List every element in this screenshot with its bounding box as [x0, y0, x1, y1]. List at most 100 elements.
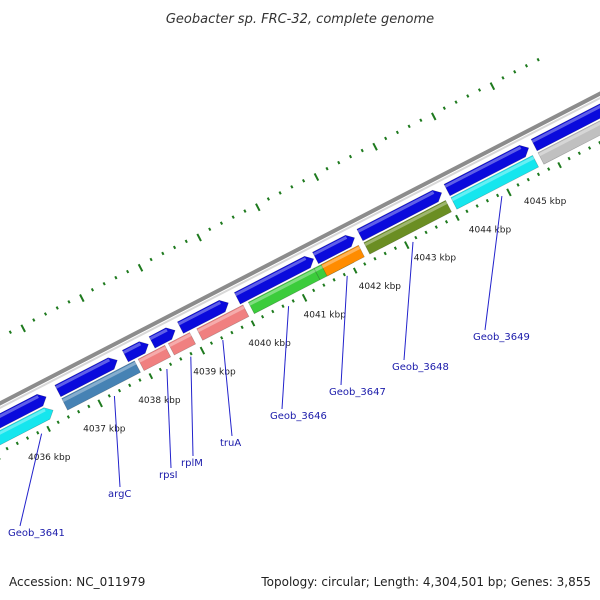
gene-label: Geob_3641 [8, 528, 65, 539]
gene-feature-highlight [0, 395, 39, 418]
gc-skew-ticks [0, 57, 540, 340]
scale-tick [424, 230, 428, 235]
scale-tick [291, 299, 295, 303]
scale-tick-label: 4044 kbp [469, 225, 512, 235]
gene-feature-highlight [313, 236, 348, 256]
outer-tick [196, 233, 202, 242]
outer-tick [477, 88, 482, 92]
gene-feature [363, 199, 452, 255]
outer-tick [126, 269, 130, 274]
gene-label-leader [19, 433, 43, 527]
scale-tick [434, 225, 438, 229]
gene-label: Geob_3649 [473, 332, 530, 343]
outer-tick [454, 100, 458, 104]
gene-feature-highlight [177, 301, 221, 326]
scale-tick [107, 394, 111, 398]
outer-tick [79, 294, 85, 303]
gene-feature [450, 154, 540, 210]
outer-tick [255, 203, 261, 212]
outer-tick [32, 318, 36, 322]
scale-tick [66, 415, 70, 419]
scale-tick [363, 262, 367, 266]
backbone-line [0, 97, 600, 409]
outer-tick [243, 209, 247, 213]
scale-tick [322, 283, 326, 287]
outer-tick [55, 306, 59, 310]
scale-tick [189, 351, 193, 356]
scale-tick [332, 278, 336, 282]
outer-tick [149, 257, 153, 262]
scale-tick-label: 4045 kbp [524, 197, 567, 207]
gene-feature-highlight [197, 305, 245, 333]
scale-tick [455, 214, 460, 222]
scale-tick-label: 4041 kbp [304, 311, 347, 321]
gene-label-leader [166, 368, 172, 469]
scale-tick [148, 372, 154, 380]
gene-label-leader [222, 340, 233, 437]
scale-tick-label: 4036 kbp [28, 453, 71, 463]
scale-tick-label: 4043 kbp [414, 254, 457, 264]
gene-feature-highlight [168, 333, 192, 347]
gene-feature [54, 357, 118, 398]
gene-label-leader [281, 306, 290, 410]
outer-tick [231, 215, 235, 219]
outer-tick [489, 82, 496, 91]
gene-feature-highlight [248, 269, 316, 306]
gene-feature-highlight [62, 361, 137, 403]
accession-text: Accession: NC_011979 [9, 575, 145, 589]
outer-tick [137, 263, 144, 272]
scale-tick [97, 399, 103, 408]
gene-feature [167, 332, 197, 356]
outer-tick [172, 245, 177, 250]
scale-tick [240, 325, 244, 330]
gene-feature-highlight [149, 328, 168, 341]
outer-tick [466, 94, 470, 98]
gene-feature-highlight [122, 342, 142, 354]
gene-feature-highlight [0, 408, 46, 435]
scale-tick [281, 304, 285, 309]
gene-feature [0, 407, 54, 446]
gene-feature-highlight [538, 121, 600, 157]
scale-tick-label: 4039 kbp [193, 368, 236, 378]
outer-tick [325, 166, 329, 171]
gene-feature [537, 120, 600, 165]
gene-label-leader [403, 241, 414, 361]
outer-tick [43, 312, 48, 316]
gene-feature-highlight [357, 191, 435, 233]
scale-tick [77, 409, 81, 414]
outer-tick [337, 160, 341, 165]
outer-tick [501, 76, 505, 80]
scale-tick [220, 336, 224, 340]
scale-tick [465, 209, 469, 214]
outer-tick [184, 239, 188, 244]
outer-tick [360, 148, 364, 153]
scale-tick [117, 388, 122, 393]
scale-tick [547, 167, 551, 171]
outer-tick [419, 118, 423, 123]
scale-tick [342, 272, 346, 277]
gene-feature-highlight [444, 146, 522, 188]
outer-tick [524, 63, 529, 68]
scale-tick [230, 330, 234, 335]
gene-feature-highlight [364, 201, 448, 247]
scale-tick [404, 241, 410, 250]
outer-tick [348, 154, 353, 159]
scale-tick [536, 172, 541, 177]
gene-label: Geob_3646 [270, 411, 327, 422]
outer-tick [278, 191, 282, 195]
scale-tick [393, 246, 397, 250]
outer-tick [67, 300, 71, 304]
outer-tick [395, 130, 399, 135]
backbone-line [0, 91, 600, 406]
scale-labels: 4036 kbp 4037 kbp 4038 kbp 4039 kbp 4040 kbp… [28, 197, 567, 463]
gene-label: Geob_3647 [329, 387, 386, 398]
scale-ticks [0, 140, 600, 460]
gene-feature-highlight [531, 104, 600, 143]
outer-tick [302, 179, 306, 183]
outer-tick [161, 251, 165, 256]
scale-tick [5, 446, 9, 451]
scale-tick [312, 288, 316, 293]
scale-tick [587, 146, 592, 150]
